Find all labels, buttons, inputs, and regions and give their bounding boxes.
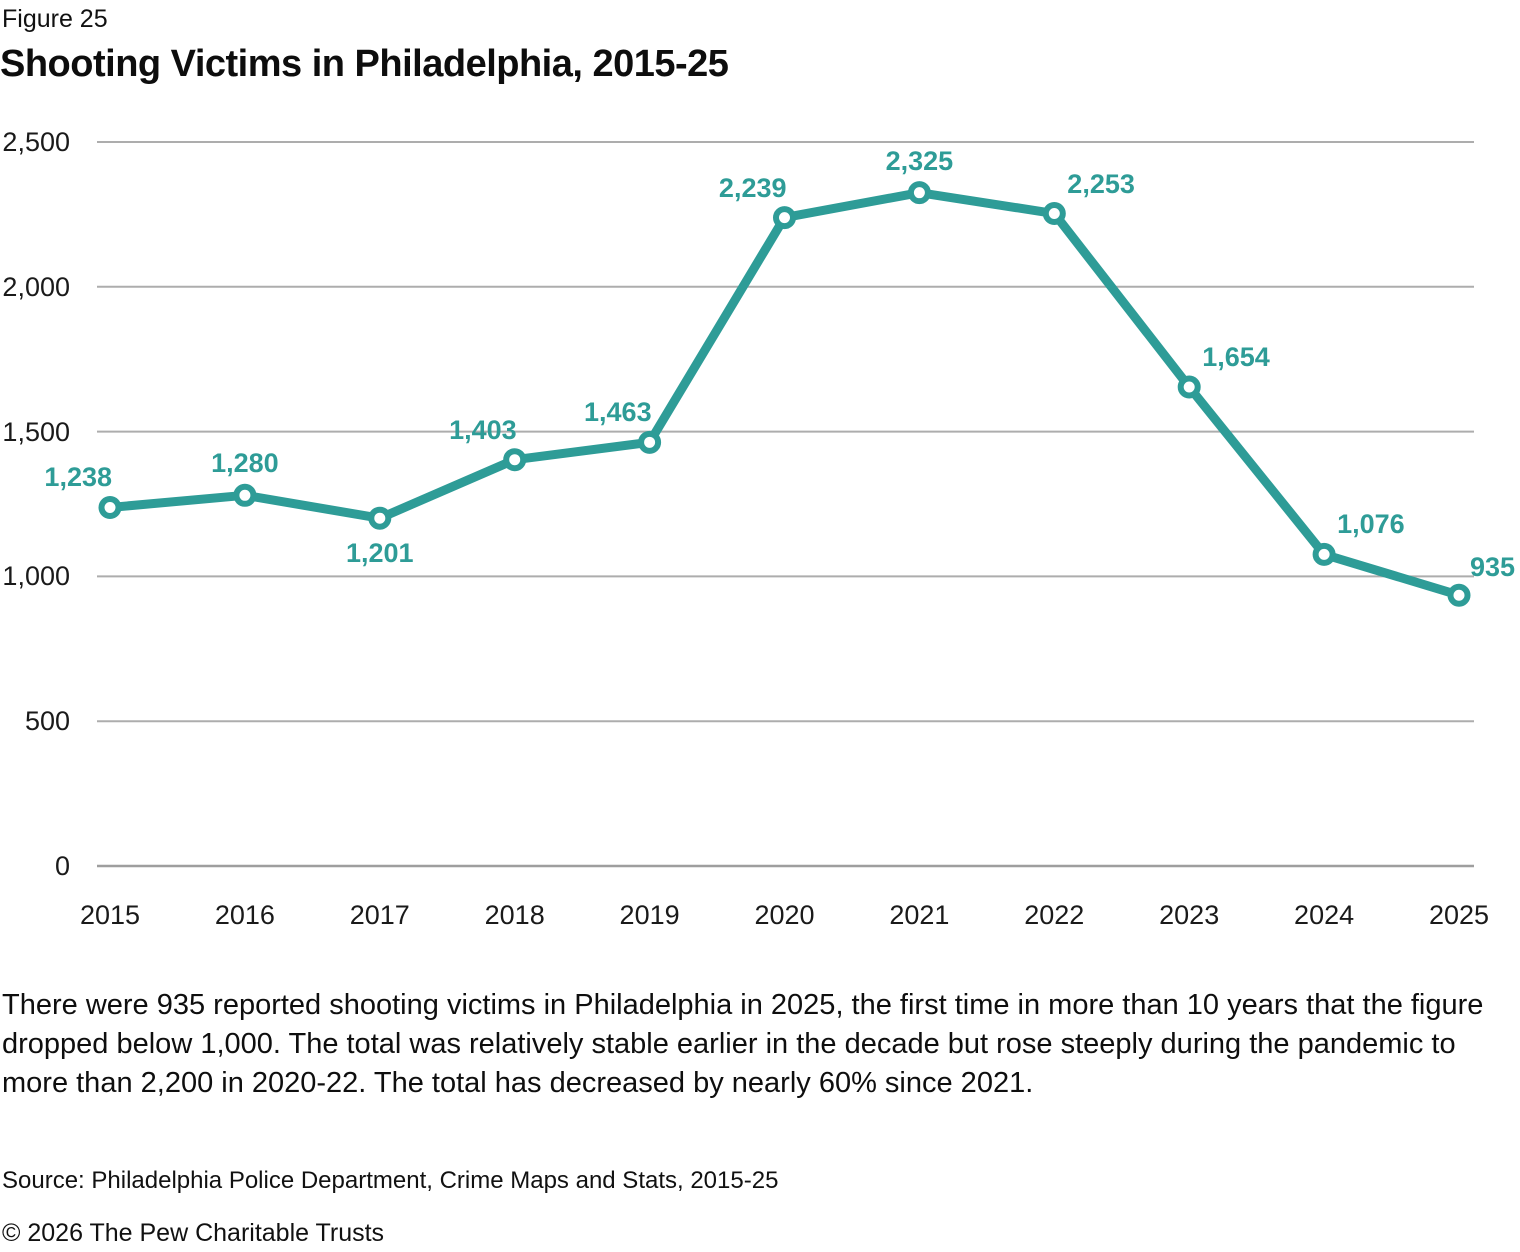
copyright-note: © 2026 The Pew Charitable Trusts (2, 1219, 385, 1247)
data-point-label: 1,201 (346, 538, 414, 569)
data-point-label: 1,280 (211, 448, 279, 479)
data-point-label: 935 (1470, 552, 1516, 583)
x-axis-tick-label: 2018 (484, 900, 545, 930)
data-point-label: 1,463 (584, 397, 652, 428)
data-point-label: 1,403 (449, 414, 517, 445)
data-point-marker (638, 430, 662, 454)
data-point-marker (907, 181, 931, 205)
data-point-marker (1312, 542, 1336, 566)
data-point-label: 2,239 (718, 172, 787, 203)
chart-caption: There were 935 reported shooting victims… (2, 989, 1484, 1099)
x-axis-tick-label: 2022 (1024, 900, 1085, 930)
figure-number: Figure 25 (2, 5, 108, 33)
y-axis-tick-label: 2,000 (2, 271, 70, 302)
x-axis-tick-label: 2023 (1159, 900, 1220, 930)
y-axis-tick-label: 1,000 (2, 561, 70, 592)
data-point-label: 1,076 (1337, 509, 1405, 540)
data-point-label: 1,238 (44, 462, 112, 493)
data-point-marker (1177, 375, 1201, 399)
x-axis-tick-label: 2015 (79, 900, 141, 930)
data-point-marker (773, 206, 796, 230)
x-axis-tick-label: 2020 (754, 900, 815, 930)
x-axis-tick-label: 2024 (1294, 900, 1355, 930)
data-point-marker (1447, 583, 1471, 607)
y-axis-tick-label: 1,500 (2, 416, 70, 447)
x-axis-tick-label: 2025 (1428, 900, 1490, 930)
y-axis-tick-label: 0 (54, 851, 70, 881)
chart-title: Shooting Victims in Philadelphia, 2015-2… (0, 43, 729, 85)
data-point-label: 2,325 (885, 145, 954, 176)
source-note: Source: Philadelphia Police Department, … (2, 1167, 779, 1194)
data-point-marker (1042, 202, 1066, 226)
x-axis-tick-label: 2016 (214, 900, 275, 930)
x-axis-tick-label: 2021 (889, 900, 950, 930)
x-axis-tick-label: 2017 (349, 900, 410, 930)
data-point-label: 1,654 (1202, 342, 1270, 372)
data-point-marker (98, 495, 122, 519)
data-point-marker (503, 448, 527, 472)
y-axis-tick-label: 2,500 (2, 127, 70, 157)
data-point-label: 2,253 (1067, 168, 1135, 199)
data-point-marker (233, 483, 257, 507)
chart-canvas (97, 141, 1474, 868)
series-line (105, 188, 1464, 600)
line-chart: 0 500 1,000 1,500 2,000 2,500 2015 2016 2017 2018… (2, 127, 1516, 930)
data-point-marker (368, 506, 392, 530)
y-axis-tick-label: 500 (24, 706, 70, 737)
x-axis-tick-label: 2019 (619, 900, 680, 930)
